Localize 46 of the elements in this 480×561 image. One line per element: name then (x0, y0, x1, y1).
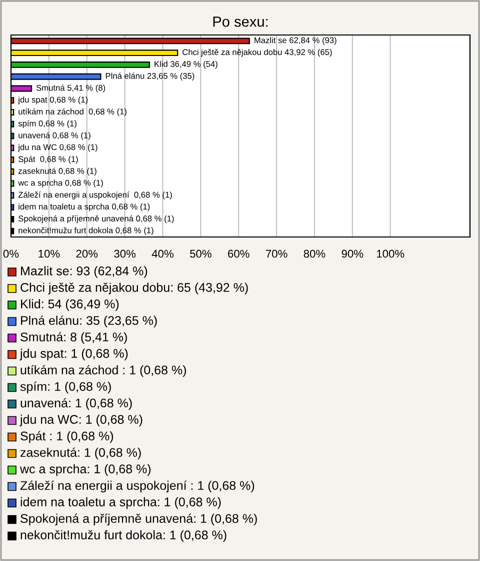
x-tick-label: 10% (38, 250, 60, 258)
data-label: unavená 0,68 % (1) (18, 132, 90, 140)
text: jdu na WC: 1 (0,68 %) (20, 414, 142, 426)
text: Záleží na energii a uspokojení : 1 (0,68 %) (20, 480, 254, 492)
data-label: idem na toaletu a sprcha 0,68 % (1) (18, 203, 150, 212)
x-tick-label: 60% (228, 250, 250, 258)
data-label: zaseknutá 0,68 % (1) (18, 168, 96, 176)
chart-title: Po sexu: (213, 16, 268, 27)
text: Chci ještě za nějakou dobu: 65 (43,92 %) (20, 282, 248, 294)
data-label: jdu na WC 0,68 % (1) (18, 144, 98, 152)
data-label: Spokojená a příjemně unavená 0,68 % (1) (18, 215, 174, 224)
text: jdu spat: 1 (0,68 %) (20, 348, 128, 360)
data-label: spím 0,68 % (1) (18, 120, 76, 128)
text: unavená: 1 (0,68 %) (20, 398, 132, 410)
text: Mazlit se: 93 (62,84 %) (21, 266, 148, 278)
text: Klid: 54 (36,49 %) (21, 299, 119, 311)
x-tick-label: 0% (3, 250, 19, 258)
data-label: wc a sprcha 0,68 % (1) (18, 180, 103, 188)
data-label: utíkám na záchod 0,68 % (1) (18, 108, 126, 116)
data-label: Smutná 5,41 % (8) (36, 84, 106, 92)
data-label: Spát 0,68 % (1) (18, 156, 78, 164)
data-label: Záleží na energii a uspokojení 0,68 % (1) (18, 191, 172, 200)
x-tick-label: 40% (152, 250, 174, 258)
text: idem na toaletu a sprcha: 1 (0,68 %) (20, 497, 221, 509)
text: nekončit!mužu furt dokola: 1 (0,68 %) (20, 530, 226, 542)
text: wc a sprcha: 1 (0,68 %) (20, 464, 151, 476)
text: Smutná: 8 (5,41 %) (20, 332, 127, 344)
text: Plná elánu: 35 (23,65 %) (21, 316, 157, 328)
data-label: jdu spat 0,68 % (1) (18, 96, 88, 104)
x-tick-label: 90% (342, 250, 364, 258)
x-tick-label: 20% (76, 250, 98, 258)
text: spím: 1 (0,68 %) (20, 382, 111, 394)
text: zaseknutá: 1 (0,68 %) (20, 448, 141, 460)
x-tick-label: 30% (114, 250, 136, 258)
data-label: nekončit!mužu furt dokola 0,68 % (1) (18, 227, 154, 235)
x-tick-label: 50% (190, 250, 212, 258)
x-tick-label: 70% (266, 250, 288, 258)
data-label: Klid 36,49 % (54) (154, 60, 218, 69)
data-label: Chci ještě za nějakou dobu 43,92 % (65) (182, 48, 332, 57)
data-label: Plná elánu 23,65 % (35) (106, 72, 194, 81)
x-tick-label: 80% (304, 250, 326, 258)
x-tick-label: 100% (376, 250, 404, 258)
text: utíkám na záchod : 1 (0,68 %) (20, 365, 186, 377)
data-label: Mazlit se 62,84 % (93) (254, 37, 336, 45)
text: Spát : 1 (0,68 %) (20, 431, 114, 443)
text: Spokojená a příjemně unavená: 1 (0,68 %) (20, 514, 257, 526)
